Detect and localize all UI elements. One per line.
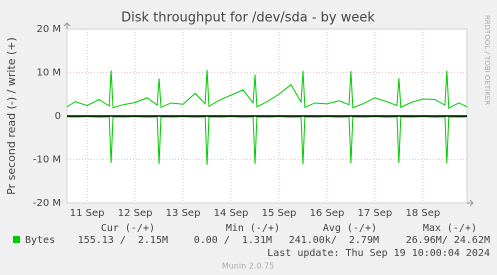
- legend-header: Avg (-/+): [323, 223, 377, 234]
- x-tick-label: 15 Sep: [262, 208, 297, 219]
- y-axis-arrow: [63, 22, 71, 29]
- legend-swatch: [13, 236, 20, 243]
- x-tick-label: 14 Sep: [214, 208, 249, 219]
- legend-value: 0.00 / 1.31M: [194, 235, 272, 246]
- data-line: [66, 69, 468, 109]
- last-update: Last update: Thu Sep 19 10:00:04 2024: [267, 248, 490, 259]
- x-axis-arrow: [467, 199, 474, 207]
- legend-label: Bytes: [25, 235, 55, 246]
- data-line: [66, 116, 468, 165]
- footer: Munin 2.0.75: [222, 262, 274, 271]
- x-tick-label: 16 Sep: [310, 208, 345, 219]
- x-tick-label: 13 Sep: [166, 208, 201, 219]
- legend-value: 155.13 / 2.15M: [78, 235, 168, 246]
- y-tick-label: 0: [55, 111, 61, 122]
- x-tick-label: 11 Sep: [70, 208, 105, 219]
- y-tick-label: 20 M: [36, 24, 61, 35]
- x-tick-label: 12 Sep: [118, 208, 153, 219]
- x-tick-label: 17 Sep: [358, 208, 393, 219]
- x-tick-label: 18 Sep: [405, 208, 440, 219]
- y-tick-label: -20 M: [33, 198, 61, 209]
- y-tick-label: -10 M: [33, 155, 61, 166]
- legend-value: 241.00k/ 2.79M: [289, 235, 379, 246]
- legend-header: Max (-/+): [423, 223, 477, 234]
- legend-value: 26.96M/ 24.62M: [406, 235, 490, 246]
- y-tick-label: 10 M: [36, 68, 61, 79]
- chart-title: Disk throughput for /dev/sda - by week: [121, 11, 375, 26]
- legend-header: Min (-/+): [226, 223, 280, 234]
- side-text: RRDTOOL / TOBI OETIKER: [483, 15, 491, 105]
- y-axis-label: Pr second read (-) / write (+): [5, 37, 18, 195]
- legend-header: Cur (-/+): [101, 223, 155, 234]
